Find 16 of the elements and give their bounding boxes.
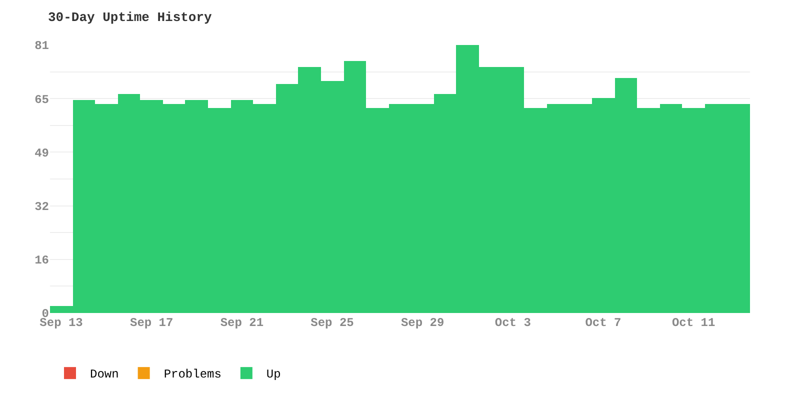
x-tick-label: Oct 11 [672, 316, 716, 330]
x-tick-label: Sep 29 [400, 316, 444, 330]
x-tick-label: Sep 17 [130, 316, 174, 330]
legend-label: Problems [164, 368, 222, 382]
y-tick-label: 16 [34, 254, 49, 268]
x-tick-label: Oct 3 [494, 316, 531, 330]
y-tick-label: 32 [34, 200, 49, 214]
legend-label: Up [266, 368, 281, 382]
x-tick-label: Sep 25 [310, 316, 354, 330]
y-tick-label: 81 [34, 39, 49, 54]
x-tick-label: Oct 7 [585, 316, 622, 330]
chart-title: 30-Day Uptime History [48, 10, 212, 26]
y-tick-label: 65 [34, 92, 49, 107]
legend-label: Down [90, 368, 119, 382]
x-tick-label: Sep 21 [220, 316, 264, 330]
y-tick-label: 49 [34, 146, 49, 160]
